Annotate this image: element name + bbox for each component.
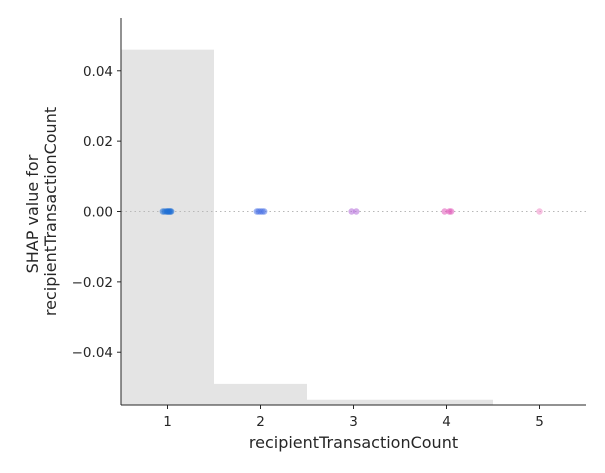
y-tick-label: −0.02 (72, 275, 113, 291)
histogram-bar-1 (121, 49, 214, 405)
y-axis-ticks: 0.04 0.02 0.00 −0.02 −0.04 (72, 64, 121, 361)
y-tick-label: −0.04 (72, 345, 113, 361)
y-tick-label: 0.02 (83, 134, 113, 150)
data-point (441, 208, 448, 215)
histogram-bar-3 (307, 399, 400, 405)
y-axis-label: SHAP value for recipientTransactionCount (23, 107, 60, 316)
x-tick-label: 2 (256, 414, 265, 430)
data-point (348, 208, 355, 215)
data-point (168, 208, 175, 215)
data-point (353, 208, 360, 215)
x-axis-label: recipientTransactionCount (249, 433, 458, 452)
x-tick-label: 1 (163, 414, 172, 430)
x-tick-label: 5 (535, 414, 544, 430)
y-axis-label-line-1: SHAP value for (23, 154, 42, 273)
scatter-points (159, 208, 543, 215)
data-point (261, 208, 268, 215)
y-tick-label: 0.04 (83, 64, 113, 80)
y-axis-label-line-2: recipientTransactionCount (41, 107, 60, 316)
x-axis-ticks: 1 2 3 4 5 (163, 405, 544, 430)
data-point (536, 208, 543, 215)
data-point (447, 208, 455, 215)
histogram-bar-2 (214, 383, 307, 405)
x-tick-label: 3 (349, 414, 358, 430)
background-histogram (121, 49, 493, 405)
y-tick-label: 0.00 (83, 205, 113, 221)
x-tick-label: 4 (442, 414, 451, 430)
histogram-bar-4 (400, 399, 493, 405)
